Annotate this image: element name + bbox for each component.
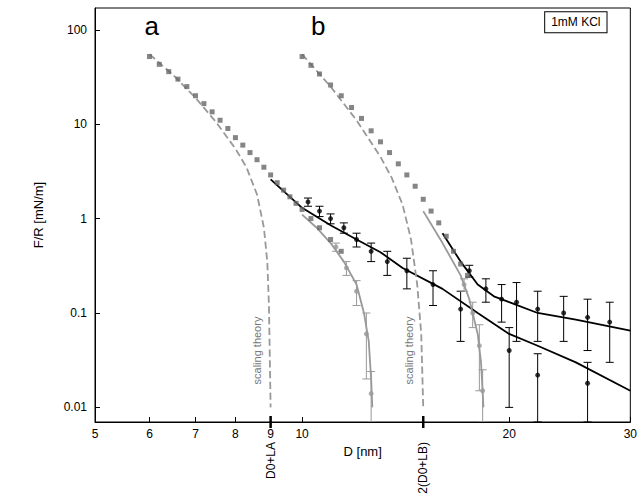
svg-text:10: 10	[74, 117, 88, 131]
svg-text:100: 100	[67, 23, 87, 37]
svg-text:a: a	[144, 11, 159, 41]
svg-text:10: 10	[295, 427, 309, 441]
svg-text:F/R [mN/m]: F/R [mN/m]	[31, 182, 46, 248]
svg-text:0.01: 0.01	[64, 400, 88, 414]
svg-text:scaling theory: scaling theory	[251, 316, 263, 384]
svg-text:1: 1	[80, 212, 87, 226]
svg-text:20: 20	[503, 427, 517, 441]
svg-text:1mM KCl: 1mM KCl	[551, 15, 600, 29]
svg-text:D [nm]: D [nm]	[344, 444, 382, 459]
svg-text:5: 5	[92, 427, 99, 441]
svg-text:6: 6	[146, 427, 153, 441]
svg-text:scaling theory: scaling theory	[403, 316, 415, 384]
svg-text:9: 9	[267, 427, 274, 441]
svg-text:b: b	[311, 11, 325, 41]
svg-text:D0+LA: D0+LA	[264, 442, 278, 479]
svg-text:2(D0+LB): 2(D0+LB)	[416, 442, 430, 494]
svg-text:8: 8	[232, 427, 239, 441]
svg-text:30: 30	[624, 427, 638, 441]
svg-text:7: 7	[192, 427, 199, 441]
svg-text:0.1: 0.1	[70, 306, 87, 320]
